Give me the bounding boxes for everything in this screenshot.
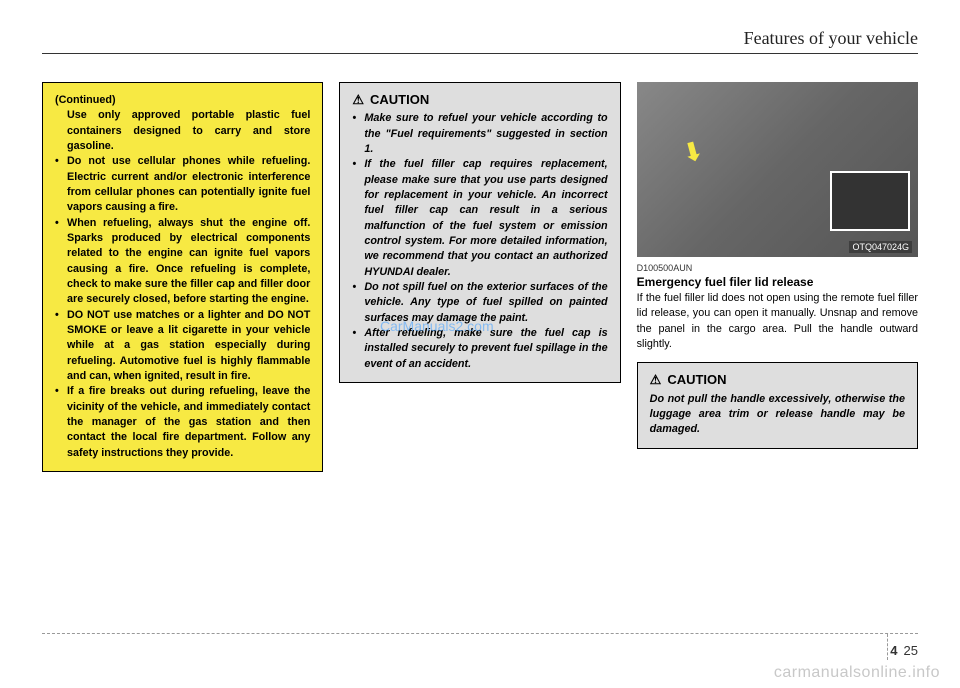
page-header: Features of your vehicle: [42, 28, 918, 54]
caution-box-secondary: ⚠ CAUTION Do not pull the handle excessi…: [637, 362, 918, 448]
caution-label: CAUTION: [667, 371, 726, 389]
page-container: Features of your vehicle (Continued) Use…: [0, 0, 960, 688]
footer-divider: [42, 633, 918, 634]
warning-bullets: Do not use cellular phones while refueli…: [55, 154, 310, 461]
arrow-icon: ⬇: [678, 135, 707, 171]
caution-bullet: Do not spill fuel on the exterior surfac…: [352, 280, 607, 326]
warning-bullet: DO NOT use matches or a lighter and DO N…: [55, 308, 310, 385]
column-2: ⚠ CAUTION Make sure to refuel your vehic…: [339, 82, 620, 472]
caution-bullet: Make sure to refuel your vehicle accordi…: [352, 111, 607, 157]
caution-header: ⚠ CAUTION: [650, 371, 905, 389]
column-3: ⬇ OTQ047024G D100500AUN Emergency fuel f…: [637, 82, 918, 472]
image-code-label: OTQ047024G: [849, 241, 912, 253]
warning-bullet: Do not use cellular phones while refueli…: [55, 154, 310, 215]
vertical-divider: [887, 634, 888, 660]
page-number: 4 25: [890, 643, 918, 658]
caution-bullets: Make sure to refuel your vehicle accordi…: [352, 111, 607, 372]
column-1: (Continued) Use only approved portable p…: [42, 82, 323, 472]
bottom-watermark: carmanualsonline.info: [774, 664, 940, 682]
continued-text: Use only approved portable plastic fuel …: [55, 108, 310, 154]
image-inset: [830, 171, 910, 231]
section-number: 4: [890, 643, 897, 658]
caution-header: ⚠ CAUTION: [352, 91, 607, 109]
warning-bullet: If a fire breaks out during refueling, l…: [55, 384, 310, 461]
caution-label: CAUTION: [370, 91, 429, 109]
caution-bullet: After refueling, make sure the fuel cap …: [352, 326, 607, 372]
reference-code: D100500AUN: [637, 263, 918, 273]
caution-bullet: If the fuel filler cap requires replacem…: [352, 157, 607, 280]
warning-triangle-icon: ⚠: [650, 371, 662, 389]
content-columns: (Continued) Use only approved portable p…: [42, 82, 918, 472]
warning-triangle-icon: ⚠: [352, 91, 364, 109]
vehicle-diagram-image: ⬇ OTQ047024G: [637, 82, 918, 257]
warning-bullet: When refueling, always shut the engine o…: [55, 216, 310, 308]
section-heading: Emergency fuel filer lid release: [637, 275, 918, 289]
caution-text: Do not pull the handle excessively, othe…: [650, 392, 905, 438]
warning-box: (Continued) Use only approved portable p…: [42, 82, 323, 472]
page-num: 25: [904, 643, 918, 658]
header-title: Features of your vehicle: [744, 28, 918, 48]
caution-box-main: ⚠ CAUTION Make sure to refuel your vehic…: [339, 82, 620, 383]
continued-label: (Continued): [55, 93, 310, 108]
body-text: If the fuel filler lid does not open usi…: [637, 291, 918, 352]
